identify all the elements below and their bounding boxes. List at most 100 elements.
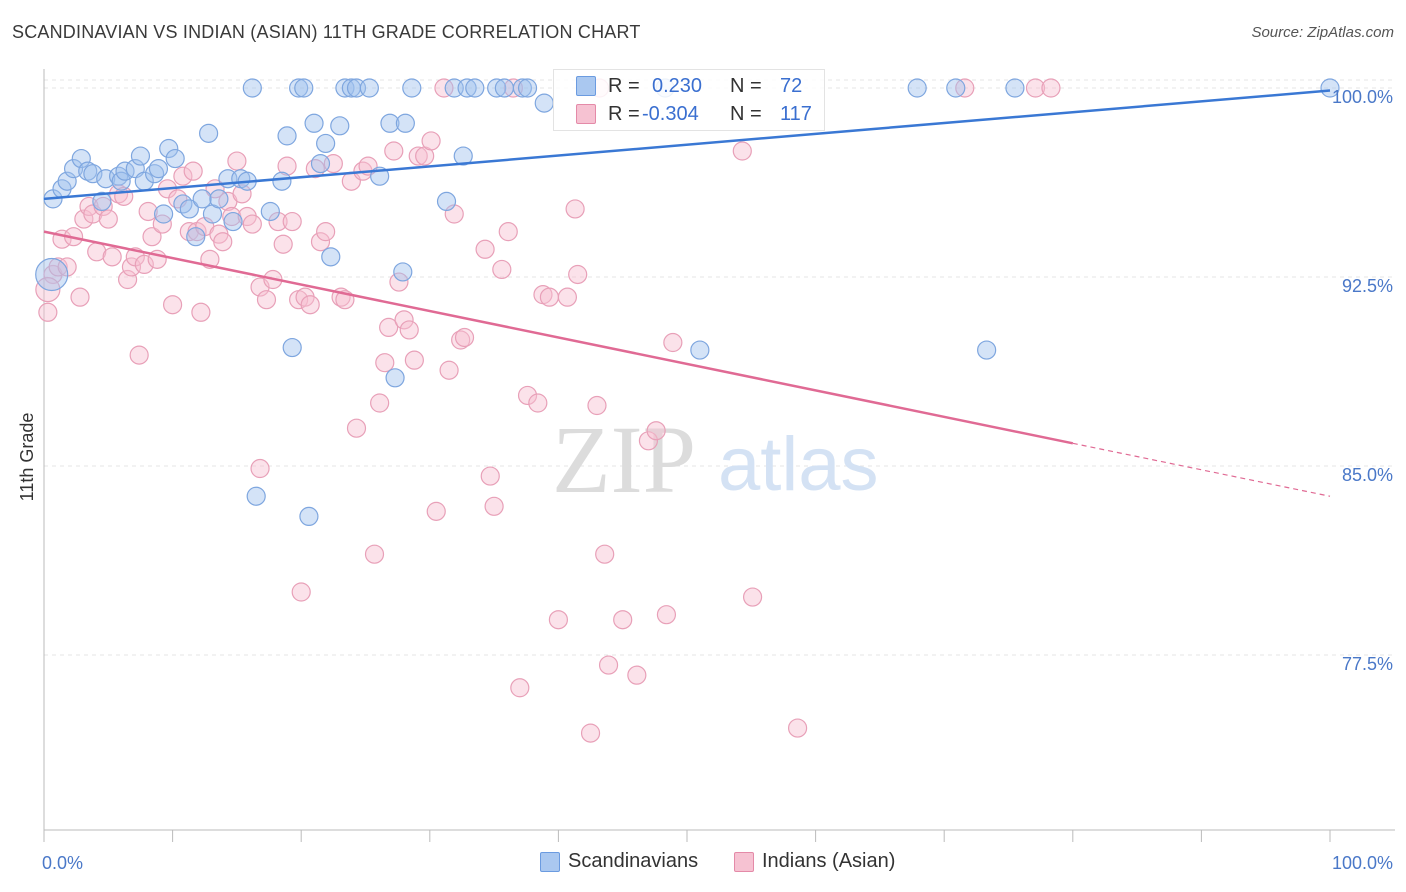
scandinavian-point: [393, 262, 413, 282]
scandinavian-points: [35, 78, 1340, 527]
legend-n-value: 72: [780, 74, 803, 97]
indian-asian-point: [548, 610, 569, 630]
scandinavian-point: [83, 164, 103, 184]
scandinavian-point: [57, 171, 77, 191]
indian-asian-point: [98, 209, 118, 229]
scandinavian-point: [359, 78, 379, 98]
scandinavian-point: [1005, 78, 1025, 98]
indian-asian-point: [1025, 78, 1046, 98]
legend-r-value: 0.230: [652, 74, 703, 97]
scandinavian-point: [246, 486, 266, 506]
indian-asian-point: [732, 141, 752, 161]
watermark-atlas: atlas: [718, 422, 879, 507]
scandinavian-point: [316, 133, 336, 154]
scandinavian-point: [946, 78, 966, 98]
indian-asian-point: [638, 431, 659, 451]
indian-asian-point: [646, 421, 666, 441]
indian-asian-point: [627, 665, 647, 685]
scandinavian-point: [173, 194, 193, 214]
x-tick-label: 0.0%: [42, 853, 83, 873]
indian-asian-point: [316, 222, 336, 242]
indian-asian-point: [173, 166, 193, 186]
indian-asian-point: [256, 290, 277, 310]
legend-swatch-pink: [576, 104, 596, 124]
indian-asian-point: [384, 141, 404, 161]
stats-legend: R = 0.230 N = 72 R = -0.304 N = 117: [553, 69, 825, 131]
indian-asian-point: [742, 587, 763, 607]
legend-r-label: R =: [608, 74, 640, 97]
scandinavian-point: [457, 78, 477, 98]
indian-asian-point: [408, 146, 428, 166]
indian-asian-point: [227, 151, 247, 171]
y-tick-label: 85.0%: [1342, 465, 1393, 485]
indian-asian-point: [183, 161, 203, 181]
scandinavian-point: [436, 191, 457, 211]
indian-asian-point: [232, 184, 252, 204]
indian-asian-point: [1041, 78, 1061, 98]
legend-swatch-blue: [576, 76, 596, 96]
scandinavian-trend-line: [43, 89, 1331, 201]
legend-n-value: 117: [780, 102, 812, 125]
indian-asian-point: [74, 209, 94, 229]
y-tick-label: 92.5%: [1342, 276, 1393, 296]
tick-labels: 77.5% 85.0% 92.5% 100.0% 0.0% 100.0%: [42, 87, 1393, 873]
indian-asian-point: [565, 199, 585, 219]
indian-asian-point: [454, 327, 475, 348]
scandinavian-point: [289, 78, 309, 98]
indian-asian-point: [394, 310, 414, 330]
scandinavian-point: [242, 78, 262, 98]
indian-asian-point: [142, 227, 162, 247]
scandinavian-point: [159, 138, 179, 159]
bottom-legend-label: Indians (Asian): [762, 850, 896, 872]
scandinavian-point: [78, 161, 98, 181]
scandinavian-point: [92, 191, 112, 211]
indian-asian-point: [102, 247, 122, 267]
scandinavian-point: [512, 78, 532, 98]
scandinavian-point: [494, 78, 514, 98]
indian-asian-point: [399, 320, 419, 340]
scandinavian-point: [380, 113, 400, 133]
indian-asian-point: [498, 222, 518, 242]
scandinavian-point: [534, 93, 554, 113]
scandinavian-point: [63, 159, 84, 179]
indian-asian-point: [613, 610, 633, 630]
chart-title: SCANDINAVIAN VS INDIAN (ASIAN) 11TH GRAD…: [12, 22, 641, 42]
scandinavian-point: [977, 340, 997, 360]
y-tick-label: 77.5%: [1342, 654, 1393, 674]
indian-asian-point: [439, 360, 459, 380]
indian-asian-trend-line: [43, 230, 1074, 445]
indian-asian-point: [434, 78, 454, 98]
indian-asian-point: [656, 605, 677, 625]
legend-n-label: N =: [730, 102, 762, 125]
indian-asian-point: [117, 269, 138, 290]
scandinavian-point: [71, 148, 91, 169]
scandinavian-point: [179, 199, 199, 219]
scandinavian-point: [385, 368, 405, 388]
bottom-legend-swatch-blue: [540, 851, 560, 872]
indian-asian-points: [35, 78, 1061, 743]
indian-asian-point: [268, 211, 288, 232]
indian-asian-point: [134, 254, 154, 274]
y-axis-label: 11th Grade: [17, 413, 37, 502]
scandinavian-point: [310, 154, 331, 174]
scandinavian-point: [130, 146, 151, 166]
indian-asian-point: [379, 317, 399, 337]
indian-asian-point: [138, 201, 158, 222]
scandinavian-point: [517, 78, 538, 98]
scandinavian-point: [111, 171, 131, 191]
legend-r-value: -0.304: [642, 102, 699, 125]
indian-asian-point: [475, 239, 495, 259]
indian-asian-point: [346, 418, 367, 438]
indian-asian-point: [484, 496, 504, 516]
indian-asian-point: [404, 350, 424, 370]
indian-asian-point: [310, 232, 331, 252]
indian-asian-point: [191, 302, 211, 322]
x-tick-label: 100.0%: [1332, 853, 1393, 873]
scandinavian-point: [321, 247, 341, 267]
legend-n-label: N =: [730, 74, 762, 97]
scandinavian-point: [272, 171, 292, 191]
indian-asian-point: [277, 156, 297, 176]
indian-asian-point: [364, 544, 385, 564]
watermark-zip: ZIP: [552, 406, 696, 513]
